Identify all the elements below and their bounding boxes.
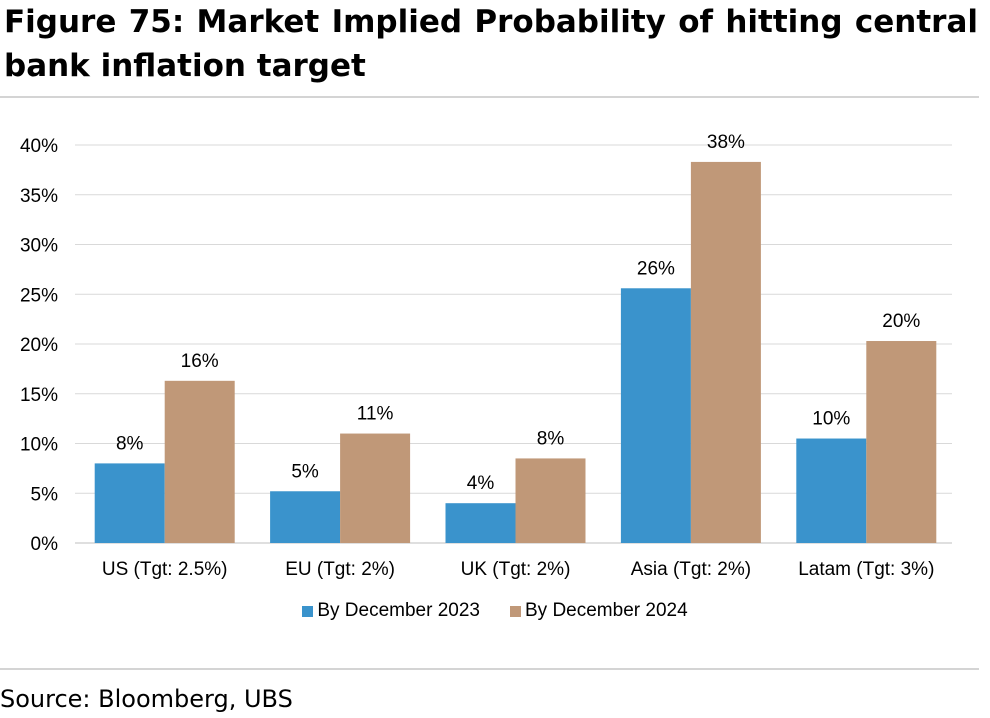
y-tick-label: 15% [20,385,58,406]
bottom-divider [0,668,979,670]
y-tick-label: 0% [31,534,59,555]
y-tick-label: 40% [20,136,58,157]
y-tick-label: 10% [20,435,58,456]
top-divider [0,96,979,98]
data-label: 5% [291,461,319,482]
bars [94,161,937,543]
x-axis-ticks: US (Tgt: 2.5%) EU (Tgt: 2%) UK (Tgt: 2%) As… [102,559,935,580]
y-tick-label: 30% [20,236,58,257]
bar-dec-2023 [796,438,867,543]
legend-swatch [302,605,314,617]
bar-dec-2023 [270,491,341,543]
data-label: 8% [116,433,144,454]
y-tick-label: 35% [20,186,58,207]
source-note: Source: Bloomberg, UBS [0,685,293,713]
data-label: 10% [812,409,850,430]
y-tick-label: 20% [20,335,58,356]
y-tick-label: 25% [20,285,58,306]
legend-label: By December 2023 [317,600,480,621]
x-tick-label: EU (Tgt: 2%) [285,559,395,580]
bar-dec-2023 [620,288,691,543]
data-label: 8% [537,428,565,449]
bar-dec-2024 [340,433,411,543]
x-tick-label: Asia (Tgt: 2%) [631,559,751,580]
x-tick-label: US (Tgt: 2.5%) [102,559,228,580]
data-label: 38% [707,132,745,153]
legend-swatch [510,605,521,617]
bar-chart: 0%5%10%15%20%25%30%35%40% 8%16%5%11%4%8%… [20,132,952,580]
data-label: 26% [637,258,675,279]
x-tick-label: UK (Tgt: 2%) [461,559,571,580]
x-tick-label: Latam (Tgt: 3%) [798,559,934,580]
bar-dec-2024 [690,161,761,543]
bar-dec-2024 [164,380,235,543]
legend-label: By December 2024 [525,600,688,621]
data-label: 16% [181,351,219,372]
data-label: 11% [357,404,394,425]
bar-dec-2023 [445,503,516,543]
data-labels: 8% 16% 5% 11% 4% 8% 26% 38% 10% 20% [116,132,920,494]
y-axis-ticks: 0% 5% 10% 15% 20% 25% 30% 35% 40% [20,136,58,555]
legend-item-series-2: By December 2024 [510,600,688,622]
figure-title: Figure 75: Market Implied Probability of… [4,4,978,84]
bar-dec-2024 [515,458,586,543]
bar-dec-2024 [866,341,937,543]
data-label: 4% [467,473,495,494]
chart-legend: By December 2023 By December 2024 [0,600,990,622]
y-tick-label: 5% [31,484,59,505]
bar-dec-2023 [94,463,165,543]
legend-item-series-1: By December 2023 [302,600,480,622]
data-label: 20% [882,311,920,332]
